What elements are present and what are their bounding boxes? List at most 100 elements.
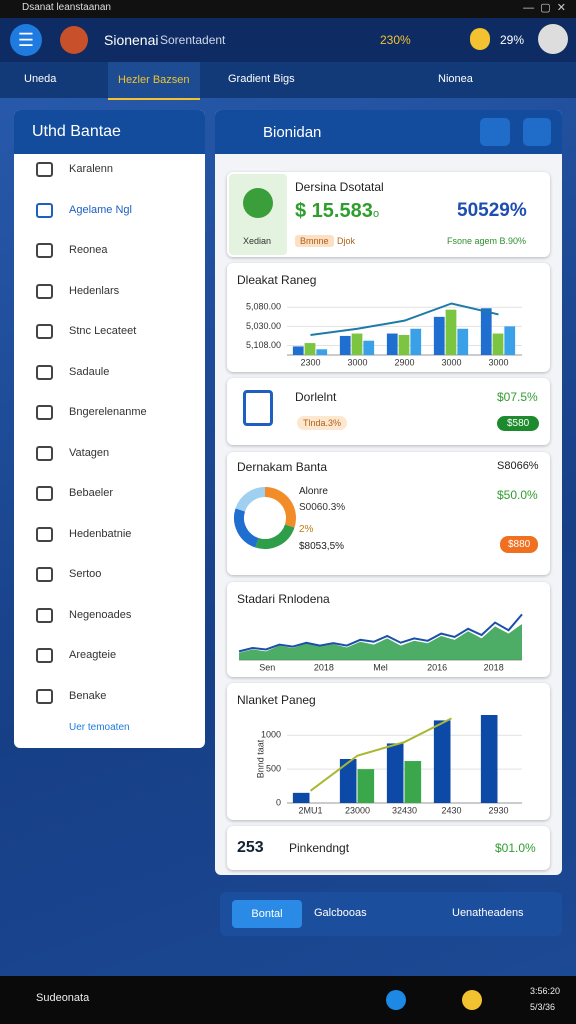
nav-tab[interactable]: Uneda: [24, 73, 57, 85]
y-tick-label: 5,030.00: [246, 321, 281, 331]
x-tick-label: 2MU1: [298, 805, 322, 815]
footer-link[interactable]: Galcbooas: [314, 907, 367, 919]
dropdown-button[interactable]: [523, 118, 551, 146]
sidebar-footer[interactable]: Uer temoaten: [69, 722, 130, 733]
sidebar-item[interactable]: Stnc Lecateet: [69, 325, 137, 337]
x-tick-label: 2018: [484, 662, 504, 672]
taskbar-icon[interactable]: [386, 990, 406, 1010]
donut-segment: [234, 508, 259, 548]
sidebar-item[interactable]: Benake: [69, 689, 107, 702]
donut-value-3: $8053,5%: [299, 541, 345, 552]
y-tick-label: 0: [276, 797, 281, 807]
bar: [292, 792, 310, 803]
bar: [304, 343, 316, 355]
search-button[interactable]: [480, 118, 510, 146]
sidebar-item[interactable]: Agelame Ngl: [69, 203, 132, 216]
x-tick-label: 3000: [488, 357, 508, 367]
y-tick-label: 500: [266, 764, 281, 774]
bar: [398, 334, 410, 355]
bar: [351, 333, 363, 355]
app-name: Sionenai: [104, 32, 159, 48]
bar: [480, 715, 498, 803]
sidebar-item[interactable]: Sertoo: [69, 568, 102, 580]
sidebar-item[interactable]: Sadaule: [69, 365, 110, 378]
market-card: Nlanket Paneg Bnnd taat 0 500 1000 2MU1 23000…: [227, 683, 550, 820]
footer-right[interactable]: Uenatheadens: [452, 907, 524, 919]
x-tick-label: 3000: [441, 357, 461, 367]
sidebar-icon: [36, 405, 53, 420]
donut-segment: [235, 487, 266, 512]
bar: [316, 349, 328, 355]
sidebar-item[interactable]: Bebaeler: [69, 487, 114, 499]
summary-icon-box: Xedian: [229, 174, 287, 255]
chart-title: Nlanket Paneg: [237, 693, 316, 707]
area: [239, 624, 522, 660]
area-card: Stadari Rnlodena Sen 2018 Mel 2016 2018: [227, 582, 550, 677]
sidebar-item[interactable]: Negenoades: [69, 608, 132, 621]
donut-button[interactable]: $880: [500, 536, 539, 553]
summary-icon: [243, 188, 273, 218]
sidebar-icon: [36, 364, 53, 380]
notification-icon[interactable]: [470, 28, 490, 50]
donut-value-1: S0060.3%: [299, 502, 346, 513]
nav-tab[interactable]: Hezler Bazsen: [108, 62, 200, 100]
sidebar-item[interactable]: Vatagen: [69, 446, 110, 459]
tab-bar: Uneda Hezler Bazsen Gradient Bigs Nionea: [0, 62, 576, 100]
status-button[interactable]: $580: [497, 416, 540, 431]
bar: [433, 316, 445, 355]
sidebar-icon: [36, 648, 53, 663]
donut-right: S8066%: [497, 460, 539, 472]
taskbar-icon[interactable]: [462, 990, 482, 1010]
bottom-label: Pinkendngt: [289, 841, 350, 855]
sidebar-icon: [36, 324, 53, 339]
bar: [410, 328, 422, 355]
avatar[interactable]: [538, 24, 568, 54]
sidebar-icon: [36, 243, 53, 258]
bar: [386, 333, 398, 355]
sidebar-item[interactable]: Reonea: [69, 244, 108, 256]
summary-percent: 50529%: [457, 200, 527, 221]
main-header: Bionidan: [215, 110, 562, 154]
sidebar-item[interactable]: Bngerelenanme: [69, 406, 147, 418]
bar: [445, 309, 457, 355]
summary-chip-2: Djok: [337, 236, 356, 246]
sidebar-item[interactable]: Areagteie: [69, 649, 117, 661]
bar: [357, 769, 375, 803]
donut-segment: [264, 487, 296, 528]
sidebar-icon: [36, 202, 53, 218]
sidebar-header: Uthd Bantae: [14, 110, 205, 154]
x-tick-label: 2018: [314, 662, 334, 672]
summary-note: Fsone agem B.90%: [447, 236, 527, 246]
sidebar-icon: [36, 162, 53, 177]
sidebar-item[interactable]: Hedenbatnie: [69, 527, 132, 540]
x-tick-label: 3000: [347, 357, 367, 367]
summary-title: Dersina Dsotatal: [295, 180, 384, 194]
menu-button[interactable]: ☰: [10, 24, 42, 56]
bottom-number: 253: [237, 839, 264, 856]
bar: [480, 308, 492, 355]
chart-title: Stadari Rnlodena: [237, 592, 330, 606]
nav-tab[interactable]: Nionea: [438, 73, 473, 85]
sidebar-item[interactable]: Karalenn: [69, 163, 114, 175]
y-tick-label: 1000: [261, 730, 281, 740]
footer-button[interactable]: Bontal: [232, 900, 302, 928]
donut-segment: [255, 524, 295, 549]
sidebar-item[interactable]: Hedenlars: [69, 284, 120, 297]
summary-card: Xedian Dersina Dsotatal $ 15.583 o 50529…: [227, 172, 550, 257]
window-controls[interactable]: — ▢ ✕: [523, 2, 566, 14]
sidebar-icon: [36, 526, 53, 542]
subtitle: Sorentadent: [160, 33, 226, 47]
bar: [386, 743, 404, 803]
area-chart: Sen 2018 Mel 2016 2018: [238, 613, 523, 672]
chart-card: Dleakat Raneg 5,080.00 5,030.00 5,108.00 23…: [227, 263, 550, 372]
donut-card: Dernakam Banta S8066% Alonre S0060.3% 2%…: [227, 452, 550, 575]
x-tick-label: 2300: [300, 357, 320, 367]
status-percent: $07.5%: [497, 390, 538, 404]
nav-tab[interactable]: Gradient Bigs: [228, 73, 295, 85]
bar: [339, 335, 351, 355]
taskbar: Sudeonata 3:56:20 5/3/36: [0, 976, 576, 1024]
sidebar-icon: [36, 688, 53, 704]
summary-chip: Bmnne: [295, 235, 334, 247]
bottom-percent: $01.0%: [495, 841, 536, 855]
